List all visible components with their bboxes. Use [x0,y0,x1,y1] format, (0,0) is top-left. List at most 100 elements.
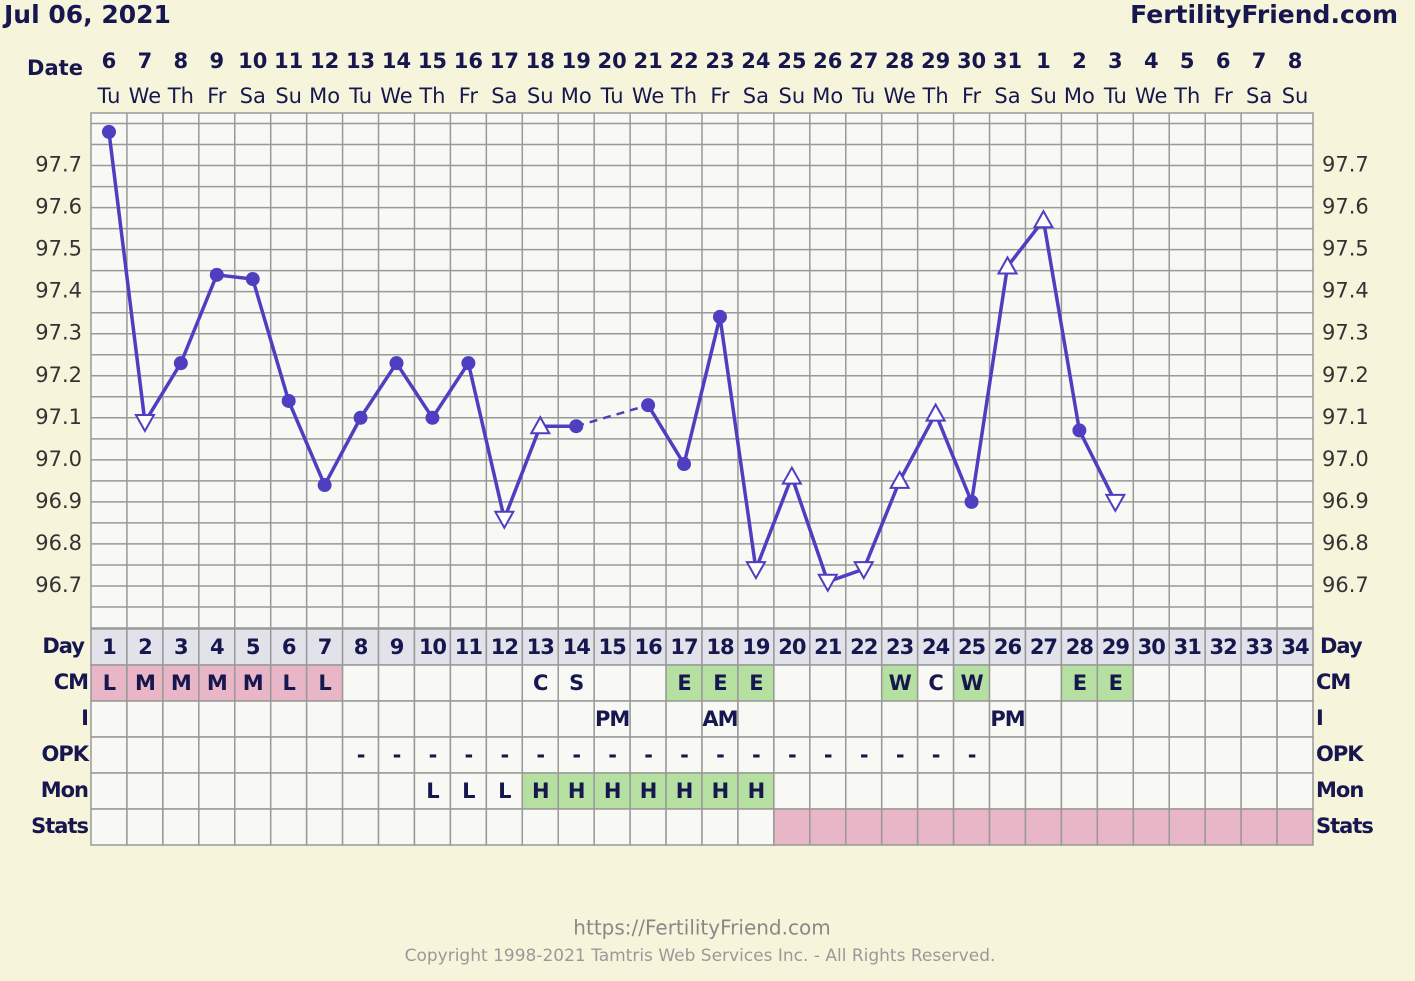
date-label: 12 [310,49,339,73]
day-number: 26 [994,635,1022,659]
table-cell [126,808,164,846]
table-cell [377,700,416,738]
cell-text: H [676,779,693,803]
weekday-label: Th [418,84,445,108]
day-number: 4 [210,635,224,659]
table-cell [1132,664,1170,702]
row-label: Mon [41,778,88,802]
cell-text: - [608,743,616,767]
table-cell [916,700,955,738]
date-label: 3 [1108,49,1123,73]
weekday-label: Th [167,84,194,108]
table-cell [521,808,559,846]
point [353,410,368,425]
table-cell [845,700,883,738]
table-cell [198,664,236,702]
cell-text: E [1073,671,1086,695]
table-cell [162,772,200,810]
point [781,465,803,485]
table-cell [809,808,847,846]
table-cell [880,664,919,702]
date-label: 20 [598,49,627,73]
table-cell [377,772,416,810]
weekday-label: Tu [348,84,372,108]
table-cell [305,808,344,846]
point [996,255,1019,275]
table-cell [90,808,128,846]
date-label: 18 [526,49,555,73]
table-cell [1060,736,1099,774]
table-cell [880,772,919,810]
table-cell [1240,808,1278,846]
table-cell [845,772,883,810]
table-cell [952,664,991,702]
cell-text: - [393,743,401,767]
day-cell [1024,628,1063,666]
date-label: 2 [1072,49,1087,73]
point [964,494,979,509]
table-cell [988,700,1027,738]
table-cell [126,772,164,810]
cell-text: M [135,671,155,695]
table-cell [198,736,236,774]
cell-text: L [103,671,116,695]
table-cell [485,808,524,846]
day-number: 34 [1281,635,1309,659]
day-number: 30 [1138,635,1166,659]
point [173,356,188,371]
day-number: 6 [282,635,296,659]
table-cell [988,664,1027,702]
table-cell [521,700,559,738]
day-number: 22 [850,635,877,659]
table-cell [629,736,667,774]
weekday-label: Th [1173,84,1200,108]
row-label-right: I [1316,706,1323,730]
table-cell [1276,808,1314,846]
cell-text: - [536,743,544,767]
table-cell [1168,736,1206,774]
table-cell [593,664,631,702]
table-cell [880,736,919,774]
table-cell [701,664,739,702]
weekday-label: Su [527,84,554,108]
day-number: 10 [419,635,447,659]
date-label: Date [27,56,83,80]
table-cell [1096,700,1135,738]
table-cell [629,700,667,738]
table-cell [1276,700,1314,738]
temperature-line [107,131,577,525]
weekday-label: We [129,84,161,108]
chart-date: Jul 06, 2021 [2,0,171,29]
table-cell [198,772,236,810]
cell-text: PM [990,707,1024,731]
date-label: 11 [274,49,303,73]
day-cell [126,628,164,666]
table-cell [341,772,380,810]
cell-text: E [713,671,726,695]
table-cell [341,736,380,774]
weekday-label: Tu [600,84,624,108]
point [712,309,727,324]
table-cell [234,772,272,810]
y-tick-label-right: 97.7 [1322,153,1369,177]
row-label-right: CM [1316,670,1350,694]
weekday-label: Su [779,84,806,108]
day-number: 31 [1174,635,1202,659]
point [924,402,947,422]
day-cell [809,628,847,666]
cell-text: - [644,743,652,767]
table-cell [701,808,739,846]
copyright: Copyright 1998-2021 Tamtris Web Services… [405,946,996,966]
point [745,561,767,581]
date-label: 26 [813,49,842,73]
weekday-label: Th [922,84,949,108]
weekday-label: Sa [994,84,1020,108]
point [529,415,551,435]
cell-text: - [860,743,868,767]
weekday-label: Fr [710,84,730,108]
table-cell [1240,772,1278,810]
day-number: 11 [455,635,483,659]
row-label: CM [54,670,88,694]
